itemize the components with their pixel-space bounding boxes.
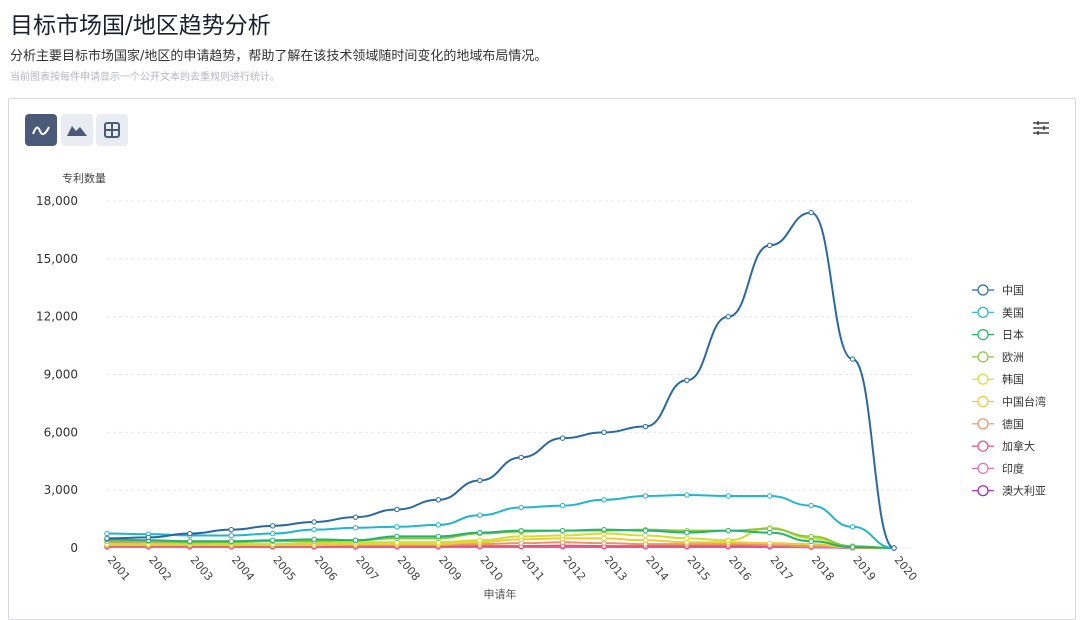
table-view-button[interactable] <box>96 114 128 146</box>
page-subtitle: 分析主要目标市场国家/地区的申请趋势，帮助了解在该技术领域随时间变化的地域布局情… <box>10 49 548 64</box>
area-chart-icon <box>67 126 87 136</box>
line-chart-icon <box>32 126 50 136</box>
area-chart-button[interactable] <box>61 114 93 146</box>
table-icon <box>104 122 120 138</box>
settings-sliders-icon[interactable] <box>1032 120 1050 136</box>
chart-card <box>8 98 1076 620</box>
page-title: 目标市场国/地区趋势分析 <box>10 13 271 39</box>
page-note: 当前图表按每件申请显示一个公开文本的去重规则进行统计。 <box>10 72 280 83</box>
line-chart-button[interactable] <box>25 114 57 146</box>
